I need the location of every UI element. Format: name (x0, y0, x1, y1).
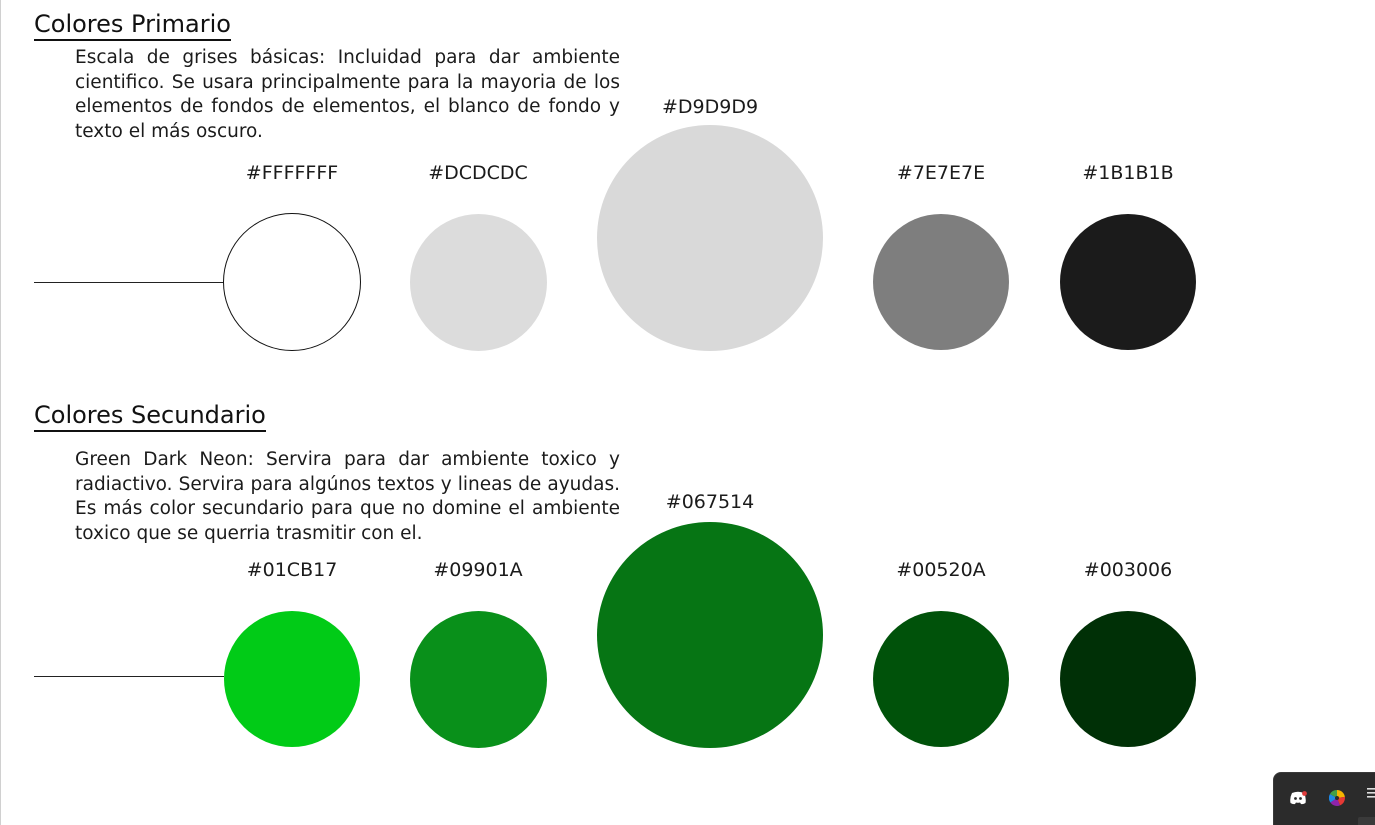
menu-icon[interactable] (1367, 787, 1375, 799)
swatch-white (223, 213, 361, 351)
swatch-label-white: #FFFFFFF (245, 162, 339, 184)
swatch-gray-main (597, 125, 823, 351)
secondary-connector-line (34, 676, 224, 677)
swatch-label-darkest-green: #003006 (1083, 559, 1173, 581)
swatch-light-gray (410, 214, 547, 351)
swatch-label-dark: #1B1B1B (1082, 162, 1174, 184)
discord-icon[interactable] (1289, 791, 1307, 805)
swatch-label-green-main: #067514 (665, 491, 755, 513)
swatch-label-dark-green: #00520A (896, 559, 986, 581)
swatch-mid-gray (873, 214, 1009, 350)
secondary-description: Green Dark Neon: Servira para dar ambien… (75, 449, 620, 544)
swatch-dark-green (873, 611, 1009, 747)
tray-scroll-handle[interactable] (1358, 817, 1375, 825)
canvas-edge (0, 0, 1, 825)
primary-description: Escala de grises básicas: Incluidad para… (75, 47, 620, 142)
swatch-dark (1060, 214, 1196, 350)
taskbar-tray (1273, 772, 1375, 825)
color-wheel-icon[interactable] (1329, 790, 1345, 806)
primary-connector-line (34, 282, 224, 283)
swatch-label-mid-gray: #7E7E7E (896, 162, 986, 184)
secondary-section-title: Colores Secundario (34, 400, 266, 432)
swatch-green-main (597, 522, 823, 748)
primary-section-title: Colores Primario (34, 9, 231, 41)
swatch-green (410, 611, 547, 748)
swatch-neon-green (224, 611, 360, 747)
swatch-label-green: #09901A (433, 559, 523, 581)
swatch-label-gray-main: #D9D9D9 (661, 96, 759, 118)
swatch-label-neon-green: #01CB17 (246, 559, 338, 581)
swatch-darkest-green (1060, 611, 1196, 747)
swatch-label-light-gray: #DCDCDC (428, 162, 528, 184)
